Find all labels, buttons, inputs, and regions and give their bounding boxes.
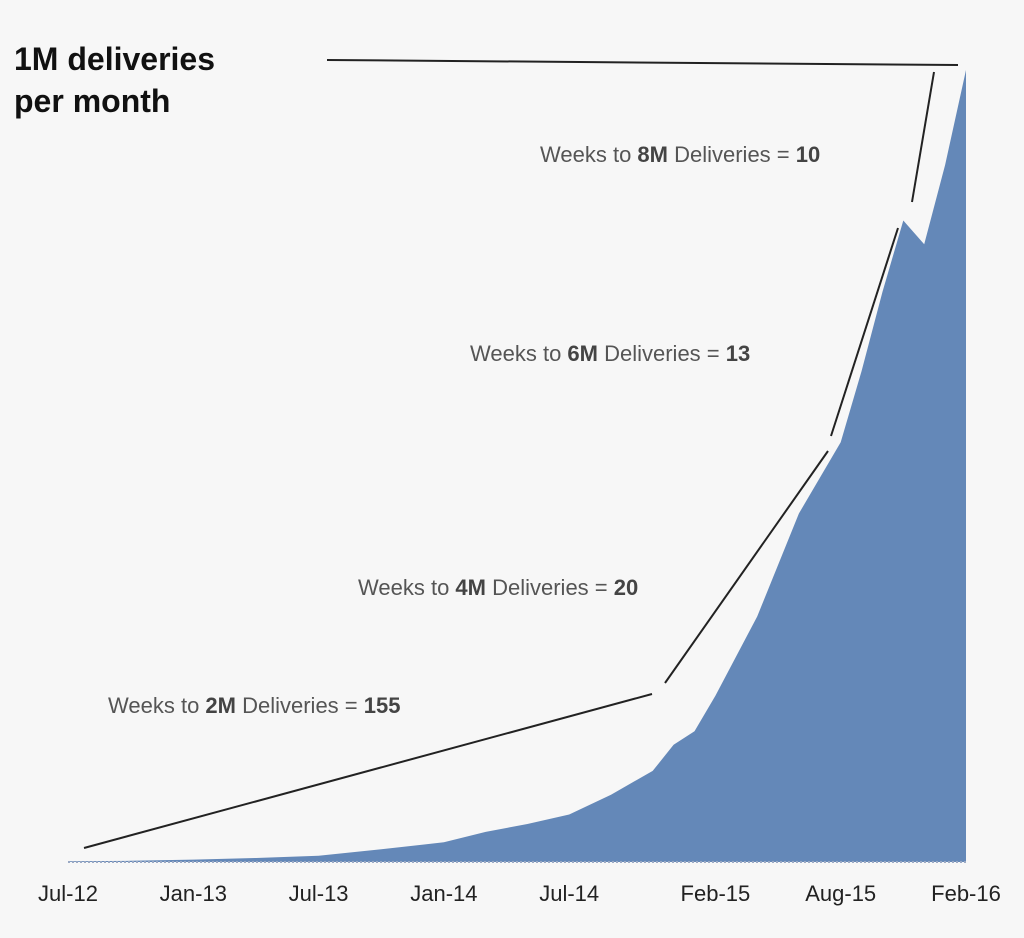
line-to-8m xyxy=(911,71,935,203)
annotation-2m: Weeks to 2M Deliveries = 155 xyxy=(108,693,401,718)
x-tick-label: Jul-13 xyxy=(289,881,349,906)
line-to-6m xyxy=(830,227,899,437)
series-area xyxy=(68,70,966,863)
x-tick-label: Jul-12 xyxy=(38,881,98,906)
annotation-8m: Weeks to 8M Deliveries = 10 xyxy=(540,142,821,167)
y-axis-title: 1M deliveries per month xyxy=(14,38,215,122)
annotation-6m: Weeks to 6M Deliveries = 13 xyxy=(470,341,751,366)
x-axis-ticks: Jul-12 Jan-13 Jul-13 Jan-14 Jul-14 Feb-15 Aug-… xyxy=(38,881,1001,906)
x-tick-label: Jan-13 xyxy=(160,881,227,906)
line-top-1m xyxy=(326,59,959,66)
x-tick-label: Feb-15 xyxy=(681,881,751,906)
line-to-4m xyxy=(664,450,829,684)
y-axis-title-line1: 1M deliveries xyxy=(14,41,215,77)
deliveries-area xyxy=(68,70,966,862)
annotation-4m: Weeks to 4M Deliveries = 20 xyxy=(358,575,639,600)
x-tick-label: Aug-15 xyxy=(805,881,876,906)
line-to-2m xyxy=(83,693,653,849)
x-tick-label: Feb-16 xyxy=(931,881,1001,906)
y-axis-title-line2: per month xyxy=(14,83,171,119)
x-tick-label: Jan-14 xyxy=(410,881,477,906)
milestone-lines xyxy=(83,59,959,849)
x-tick-label: Jul-14 xyxy=(539,881,599,906)
